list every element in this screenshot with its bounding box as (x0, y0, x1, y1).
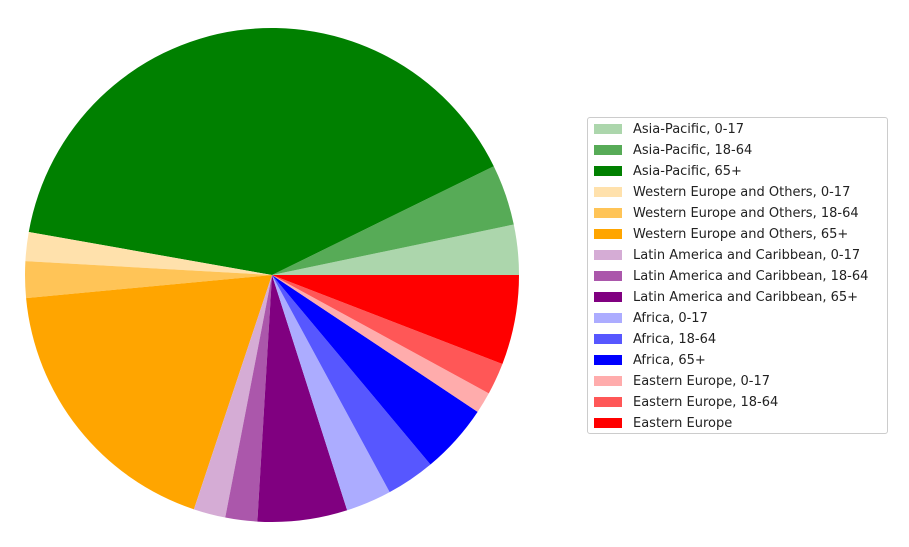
pie-slice-1 (272, 166, 514, 275)
legend-label: Western Europe and Others, 0-17 (633, 184, 851, 200)
pie-slice-3 (25, 232, 272, 275)
pie-slice-14 (272, 275, 519, 364)
legend-item: Africa, 18-64 (594, 330, 716, 348)
pie-slice-10 (272, 275, 431, 493)
legend-label: Africa, 65+ (633, 352, 706, 368)
legend-label: Latin America and Caribbean, 0-17 (633, 247, 861, 263)
legend-label: Eastern Europe (633, 415, 733, 431)
pie-slice-0 (272, 224, 519, 275)
legend-item: Asia-Pacific, 65+ (594, 162, 742, 180)
legend-swatch (594, 124, 622, 134)
legend-swatch (594, 229, 622, 239)
legend-item: Africa, 0-17 (594, 309, 708, 327)
legend-swatch (594, 187, 622, 197)
pie-slice-2 (28, 27, 494, 276)
legend-label: Eastern Europe, 0-17 (633, 373, 771, 389)
legend-label: Asia-Pacific, 65+ (633, 163, 742, 179)
legend-label: Eastern Europe, 18-64 (633, 394, 779, 410)
pie-slice-6 (193, 275, 272, 518)
legend-label: Latin America and Caribbean, 18-64 (633, 268, 869, 284)
legend-item: Latin America and Caribbean, 65+ (594, 288, 858, 306)
legend-item: Western Europe and Others, 0-17 (594, 183, 850, 201)
legend-label: Asia-Pacific, 18-64 (633, 142, 753, 158)
legend-swatch (594, 166, 622, 176)
legend-item: Asia-Pacific, 0-17 (594, 120, 744, 138)
legend-item: Africa, 65+ (594, 351, 706, 369)
legend-item: Western Europe and Others, 65+ (594, 225, 848, 243)
pie-slice-12 (272, 275, 489, 412)
legend-swatch (594, 313, 622, 323)
legend-item: Eastern Europe, 18-64 (594, 393, 778, 411)
pie-slice-9 (272, 275, 390, 511)
legend-swatch (594, 250, 622, 260)
legend-label: Africa, 0-17 (633, 310, 708, 326)
legend-item: Asia-Pacific, 18-64 (594, 141, 752, 159)
legend-swatch (594, 376, 622, 386)
legend-item: Eastern Europe, 0-17 (594, 372, 770, 390)
legend-label: Latin America and Caribbean, 65+ (633, 289, 859, 305)
legend-label: Western Europe and Others, 18-64 (633, 205, 859, 221)
pie-slice-5 (26, 275, 272, 510)
legend-swatch (594, 145, 622, 155)
pie-slice-11 (272, 275, 478, 465)
legend-swatch (594, 271, 622, 281)
pie-slice-13 (272, 275, 503, 394)
legend-label: Asia-Pacific, 0-17 (633, 121, 745, 137)
legend-item: Latin America and Caribbean, 18-64 (594, 267, 868, 285)
pie-slice-7 (225, 275, 272, 522)
legend: Asia-Pacific, 0-17 Asia-Pacific, 18-64 Asi… (587, 117, 888, 434)
legend-swatch (594, 418, 622, 428)
legend-swatch (594, 397, 622, 407)
legend-item: Eastern Europe (594, 414, 732, 432)
legend-swatch (594, 355, 622, 365)
pie-slice-4 (24, 261, 272, 299)
legend-swatch (594, 208, 622, 218)
legend-item: Latin America and Caribbean, 0-17 (594, 246, 860, 264)
pie-slice-8 (257, 275, 348, 523)
legend-swatch (594, 292, 622, 302)
legend-label: Western Europe and Others, 65+ (633, 226, 849, 242)
legend-swatch (594, 334, 622, 344)
legend-item: Western Europe and Others, 18-64 (594, 204, 859, 222)
legend-label: Africa, 18-64 (633, 331, 717, 347)
